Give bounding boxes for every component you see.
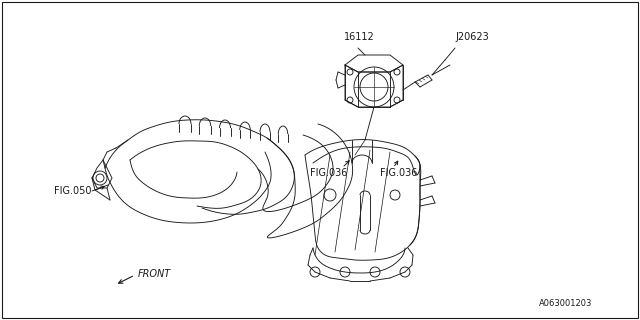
Text: FIG.036: FIG.036 [310, 168, 348, 178]
Text: FRONT: FRONT [138, 269, 172, 279]
Text: 16112: 16112 [344, 32, 375, 42]
Text: FIG.050: FIG.050 [54, 186, 92, 196]
Text: A063001203: A063001203 [539, 299, 592, 308]
Text: J20623: J20623 [455, 32, 489, 42]
Text: FIG.036: FIG.036 [380, 168, 417, 178]
